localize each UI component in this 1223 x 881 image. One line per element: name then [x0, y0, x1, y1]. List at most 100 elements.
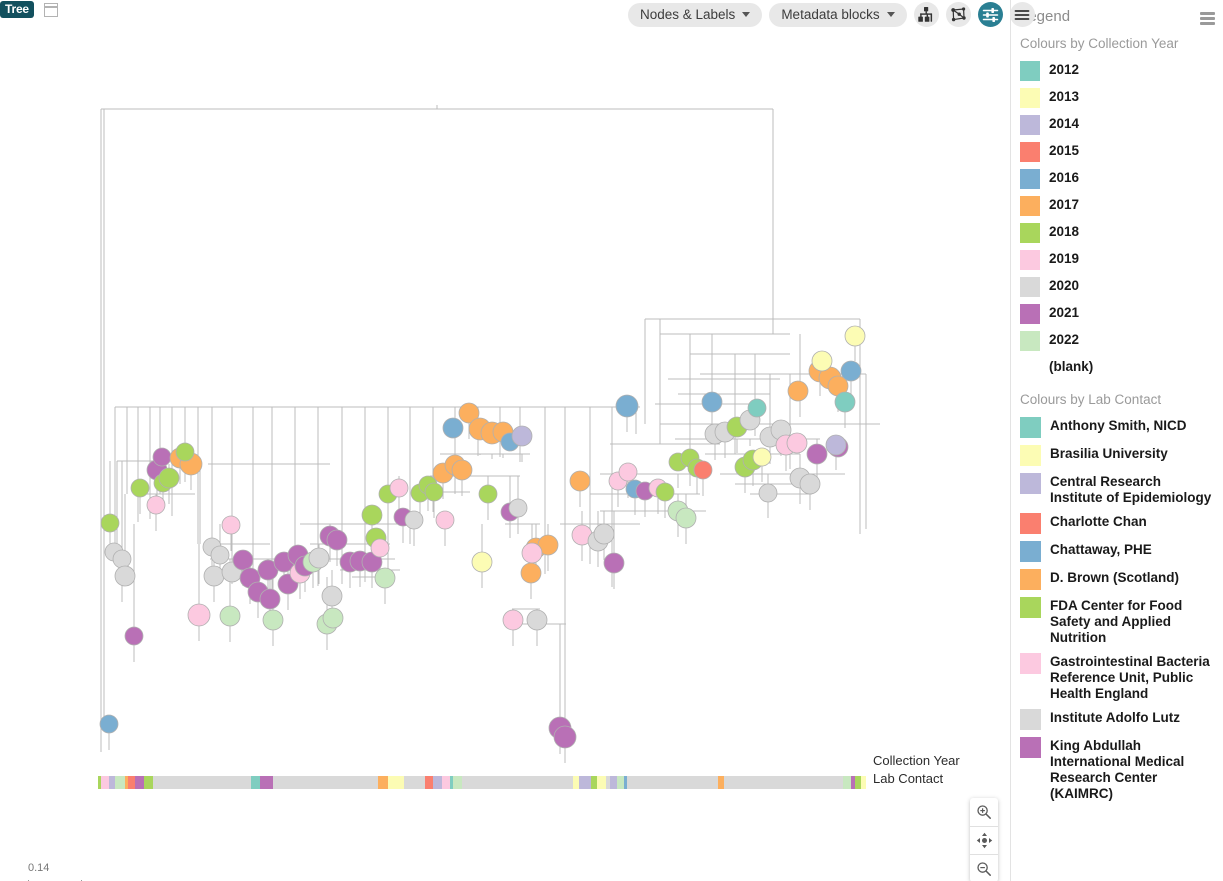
tree-leaf-node[interactable] [100, 513, 120, 533]
metadata-blocks-tracks[interactable] [0, 749, 1010, 789]
legend-item[interactable]: Anthony Smith, NICD [1011, 413, 1223, 441]
legend-item[interactable]: 2017 [1011, 192, 1223, 219]
legend-item[interactable]: 2015 [1011, 138, 1223, 165]
tree-leaf-node[interactable] [158, 467, 180, 489]
legend-item[interactable]: 2018 [1011, 219, 1223, 246]
tree-leaf-node[interactable] [361, 504, 383, 526]
tree-leaf-node[interactable] [210, 545, 230, 565]
zoom-out-button[interactable] [970, 854, 998, 881]
metadata-block[interactable] [597, 776, 606, 789]
metadata-block[interactable] [260, 776, 262, 789]
tree-leaf-node[interactable] [655, 482, 675, 502]
tree-leaf-node[interactable] [203, 565, 225, 587]
tree-leaf-node[interactable] [693, 460, 713, 480]
metadata-block[interactable] [153, 776, 251, 789]
tree-leaf-node[interactable] [458, 402, 480, 424]
legend-item[interactable]: 2012 [1011, 57, 1223, 84]
tree-leaf-node[interactable] [603, 552, 625, 574]
metadata-block[interactable] [388, 776, 394, 789]
tree-leaf-node[interactable] [112, 549, 132, 569]
legend-item[interactable]: (blank) [1011, 354, 1223, 381]
metadata-block[interactable] [435, 776, 442, 789]
tree-leaf-node[interactable] [811, 350, 833, 372]
tree-layout-icon[interactable] [913, 2, 939, 27]
tree-leaf-node[interactable] [478, 484, 498, 504]
tree-leaf-node[interactable] [322, 607, 344, 629]
tree-leaf-node[interactable] [221, 515, 241, 535]
metadata-block[interactable] [98, 776, 101, 789]
tree-leaf-node[interactable] [553, 725, 577, 749]
collection-year-track[interactable] [98, 776, 866, 789]
network-layout-icon[interactable] [945, 2, 971, 27]
legend-item[interactable]: 2022 [1011, 327, 1223, 354]
tree-leaf-node[interactable] [521, 542, 543, 564]
tree-leaf-node[interactable] [825, 434, 847, 456]
tree-leaf-node[interactable] [262, 609, 284, 631]
tree-leaf-node[interactable] [786, 432, 808, 454]
metadata-block[interactable] [579, 776, 583, 789]
tree-leaf-node[interactable] [615, 394, 639, 418]
metadata-block[interactable] [591, 776, 597, 789]
tree-leaf-node[interactable] [747, 398, 767, 418]
metadata-block[interactable] [855, 776, 861, 789]
add-panel-icon[interactable] [43, 3, 58, 17]
zoom-in-button[interactable] [970, 798, 998, 826]
metadata-block[interactable] [144, 776, 153, 789]
settings-sliders-icon[interactable] [977, 2, 1003, 27]
tree-leaf-node[interactable] [308, 547, 330, 569]
metadata-block[interactable] [446, 776, 450, 789]
metadata-block[interactable] [450, 776, 453, 789]
metadata-block[interactable] [610, 776, 617, 789]
metadata-block[interactable] [442, 776, 446, 789]
metadata-block[interactable] [262, 776, 268, 789]
legend-item[interactable]: Central Research Institute of Epidemiolo… [1011, 469, 1223, 509]
tree-leaf-node[interactable] [752, 447, 772, 467]
metadata-block[interactable] [624, 776, 627, 789]
metadata-block[interactable] [378, 776, 388, 789]
tree-leaf-node[interactable] [502, 609, 524, 631]
hamburger-menu-icon[interactable] [1200, 12, 1215, 25]
legend-item[interactable]: King Abdullah International Medical Rese… [1011, 733, 1223, 805]
tree-leaf-node[interactable] [152, 447, 172, 467]
legend-item[interactable]: 2014 [1011, 111, 1223, 138]
metadata-block[interactable] [462, 776, 573, 789]
metadata-block[interactable] [115, 776, 125, 789]
metadata-block[interactable] [718, 776, 724, 789]
metadata-block[interactable] [111, 776, 115, 789]
tree-leaf-node[interactable] [435, 510, 455, 530]
metadata-block[interactable] [724, 776, 843, 789]
metadata-block[interactable] [135, 776, 144, 789]
phylogenetic-tree-canvas[interactable] [0, 24, 1010, 881]
tree-leaf-node[interactable] [130, 478, 150, 498]
metadata-block[interactable] [251, 776, 260, 789]
tree-leaf-node[interactable] [511, 425, 533, 447]
metadata-block[interactable] [851, 776, 855, 789]
tree-leaf-nodes[interactable] [99, 325, 866, 749]
metadata-block[interactable] [425, 776, 433, 789]
legend-item[interactable]: Chattaway, PHE [1011, 537, 1223, 565]
tree-leaf-node[interactable] [442, 417, 464, 439]
metadata-block[interactable] [109, 776, 111, 789]
tree-leaf-node[interactable] [370, 538, 390, 558]
tree-leaf-node[interactable] [618, 462, 638, 482]
tree-leaf-node[interactable] [374, 567, 396, 589]
metadata-block[interactable] [617, 776, 624, 789]
tree-leaf-node[interactable] [321, 585, 343, 607]
tree-leaf-node[interactable] [799, 473, 821, 495]
metadata-blocks-select[interactable]: Metadata blocks [769, 2, 907, 27]
metadata-block[interactable] [273, 776, 378, 789]
metadata-block[interactable] [433, 776, 435, 789]
tree-leaf-node[interactable] [175, 442, 195, 462]
tab-tree[interactable]: Tree [0, 1, 34, 18]
legend-item[interactable]: 2020 [1011, 273, 1223, 300]
legend-item[interactable]: Brasilia University [1011, 441, 1223, 469]
tree-leaf-node[interactable] [840, 360, 862, 382]
tree-leaf-node[interactable] [593, 523, 615, 545]
tree-leaf-node[interactable] [187, 603, 211, 627]
tree-leaf-node[interactable] [259, 588, 281, 610]
metadata-block[interactable] [404, 776, 425, 789]
legend-item[interactable]: D. Brown (Scotland) [1011, 565, 1223, 593]
legend-item[interactable]: 2021 [1011, 300, 1223, 327]
tree-leaf-node[interactable] [834, 391, 856, 413]
tree-leaf-node[interactable] [526, 609, 548, 631]
